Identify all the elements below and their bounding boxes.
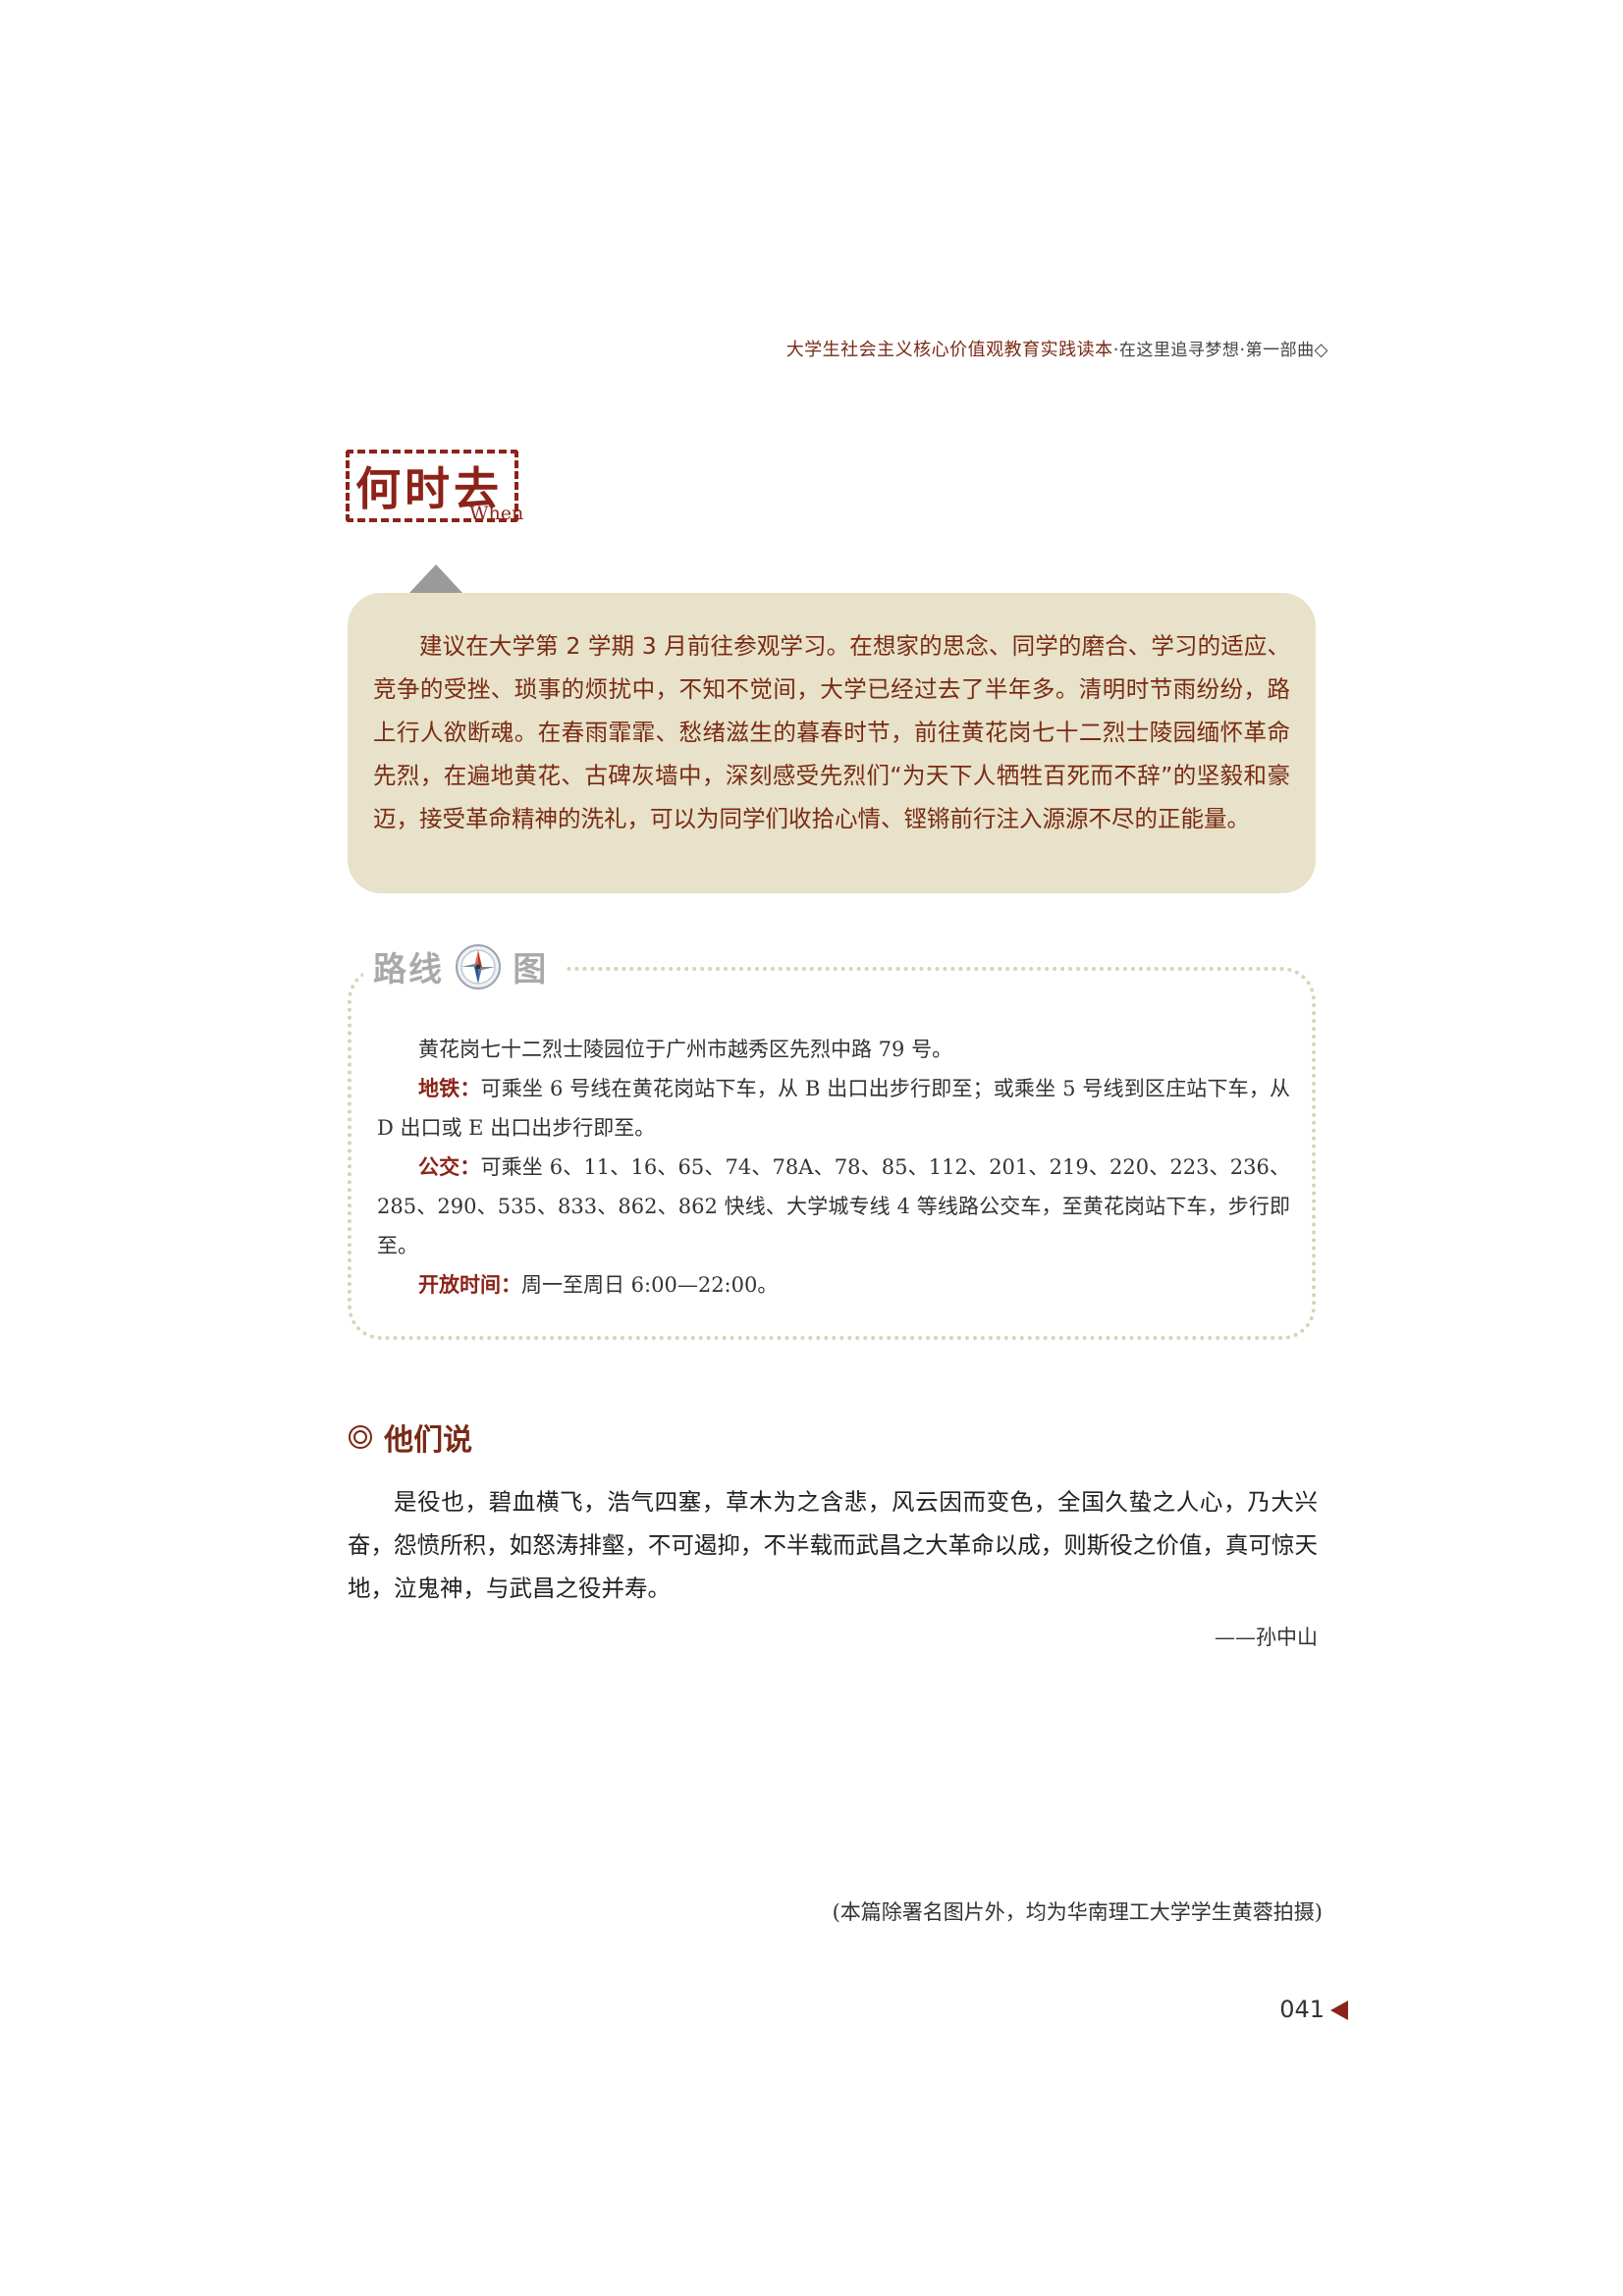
route-title-part2: 图: [513, 950, 549, 989]
route-box: 黄花岗七十二烈士陵园位于广州市越秀区先烈中路 79 号。 地铁：可乘坐 6 号线…: [348, 967, 1316, 1340]
header-separator: ·: [1239, 340, 1246, 360]
route-bus: 公交：可乘坐 6、11、16、65、74、78A、78、85、112、201、2…: [377, 1148, 1290, 1265]
page-number: 041: [1279, 1996, 1325, 2023]
book-title: 大学生社会主义核心价值观教育实践读本: [785, 340, 1113, 360]
stamp-title: 何时去: [355, 462, 503, 515]
suggestion-callout: 建议在大学第 2 学期 3 月前往参观学习。在想家的思念、同学的磨合、学习的适应…: [348, 593, 1316, 893]
bus-text: 可乘坐 6、11、16、65、74、78A、78、85、112、201、219、…: [377, 1155, 1291, 1257]
stamp-frame: [346, 450, 518, 522]
hours-text: 周一至周日 6:00—22:00。: [521, 1273, 779, 1297]
route-metro: 地铁：可乘坐 6 号线在黄花岗站下车，从 B 出口出步行即至；或乘坐 5 号线到…: [377, 1069, 1290, 1148]
route-address: 黄花岗七十二烈士陵园位于广州市越秀区先烈中路 79 号。: [418, 1038, 953, 1061]
route-hours: 开放时间：周一至周日 6:00—22:00。: [377, 1265, 1290, 1305]
quote-block: 是役也，碧血横飞，浩气四塞，草木为之含悲，风云因而变色，全国久蛰之人心，乃大兴奋…: [348, 1480, 1318, 1659]
photo-credit: (本篇除署名图片外，均为华南理工大学学生黄蓉拍摄): [832, 1900, 1323, 1924]
header-section: 在这里追寻梦想: [1118, 341, 1240, 360]
bus-label: 公交：: [418, 1155, 481, 1179]
metro-text: 可乘坐 6 号线在黄花岗站下车，从 B 出口出步行即至；或乘坐 5 号线到区庄站…: [377, 1077, 1291, 1140]
stamp-subtitle: When: [469, 503, 524, 524]
header-marker: ◇: [1314, 340, 1328, 360]
quote-text: 是役也，碧血横飞，浩气四塞，草木为之含悲，风云因而变色，全国久蛰之人心，乃大兴奋…: [348, 1488, 1318, 1602]
suggestion-text: 建议在大学第 2 学期 3 月前往参观学习。在想家的思念、同学的磨合、学习的适应…: [373, 632, 1290, 832]
page-marker-icon: [1330, 2001, 1348, 2020]
running-header: 大学生社会主义核心价值观教育实践读本·在这里追寻梦想·第一部曲◇: [786, 336, 1328, 361]
page-number-block: 041: [1279, 1996, 1348, 2023]
when-stamp-heading: 何时去 When: [346, 432, 542, 535]
header-part: 第一部曲: [1245, 341, 1315, 360]
callout-pointer: [408, 564, 463, 594]
quote-author: ——孙中山: [1215, 1626, 1318, 1649]
header-separator: ·: [1112, 340, 1119, 360]
they-say-heading: 他们说: [348, 1415, 472, 1459]
compass-icon: [456, 943, 502, 989]
hours-label: 开放时间：: [418, 1273, 521, 1297]
they-say-title: 他们说: [384, 1423, 473, 1458]
double-circle-icon: [349, 1425, 372, 1449]
metro-label: 地铁：: [418, 1077, 481, 1100]
route-title-part1: 路线: [373, 950, 444, 989]
route-title: 路线 图: [363, 942, 567, 995]
